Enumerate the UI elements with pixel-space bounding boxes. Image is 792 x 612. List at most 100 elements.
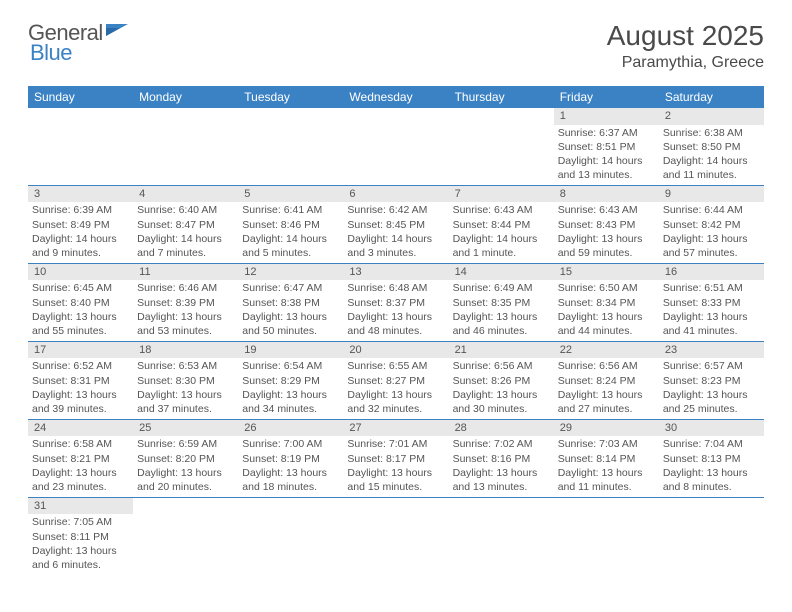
calendar-day-cell: 19Sunrise: 6:54 AMSunset: 8:29 PMDayligh… (238, 341, 343, 419)
day-number: 1 (554, 108, 659, 125)
day-details: Sunrise: 7:00 AMSunset: 8:19 PMDaylight:… (238, 436, 343, 496)
sunset-text: Sunset: 8:35 PM (453, 296, 550, 310)
day-number (449, 108, 554, 125)
day-number (28, 108, 133, 125)
sunrise-text: Sunrise: 6:56 AM (558, 359, 655, 373)
day-number: 13 (343, 264, 448, 281)
daylight-text: Daylight: 13 hours and 39 minutes. (32, 388, 129, 416)
day-details: Sunrise: 6:48 AMSunset: 8:37 PMDaylight:… (343, 280, 448, 340)
day-details: Sunrise: 6:39 AMSunset: 8:49 PMDaylight:… (28, 202, 133, 262)
day-number: 21 (449, 342, 554, 359)
calendar-day-cell: 1Sunrise: 6:37 AMSunset: 8:51 PMDaylight… (554, 108, 659, 185)
calendar-day-cell: 30Sunrise: 7:04 AMSunset: 8:13 PMDayligh… (659, 419, 764, 497)
logo-text-blue: Blue (30, 40, 72, 65)
calendar-day-cell: 21Sunrise: 6:56 AMSunset: 8:26 PMDayligh… (449, 341, 554, 419)
calendar-day-cell: 14Sunrise: 6:49 AMSunset: 8:35 PMDayligh… (449, 263, 554, 341)
sunset-text: Sunset: 8:51 PM (558, 140, 655, 154)
sunset-text: Sunset: 8:16 PM (453, 452, 550, 466)
calendar-day-cell: 29Sunrise: 7:03 AMSunset: 8:14 PMDayligh… (554, 419, 659, 497)
day-details: Sunrise: 6:45 AMSunset: 8:40 PMDaylight:… (28, 280, 133, 340)
calendar-day-cell: 2Sunrise: 6:38 AMSunset: 8:50 PMDaylight… (659, 108, 764, 185)
sunrise-text: Sunrise: 6:59 AM (137, 437, 234, 451)
calendar-weekday-header: Sunday Monday Tuesday Wednesday Thursday… (28, 86, 764, 108)
sunrise-text: Sunrise: 6:42 AM (347, 203, 444, 217)
weekday-header: Friday (554, 86, 659, 108)
calendar-day-cell: 18Sunrise: 6:53 AMSunset: 8:30 PMDayligh… (133, 341, 238, 419)
sunrise-text: Sunrise: 6:47 AM (242, 281, 339, 295)
day-details: Sunrise: 6:41 AMSunset: 8:46 PMDaylight:… (238, 202, 343, 262)
weekday-header: Saturday (659, 86, 764, 108)
day-details: Sunrise: 6:56 AMSunset: 8:26 PMDaylight:… (449, 358, 554, 418)
day-details: Sunrise: 6:43 AMSunset: 8:43 PMDaylight:… (554, 202, 659, 262)
day-number (449, 498, 554, 515)
daylight-text: Daylight: 13 hours and 44 minutes. (558, 310, 655, 338)
day-number: 26 (238, 420, 343, 437)
sunset-text: Sunset: 8:40 PM (32, 296, 129, 310)
sunset-text: Sunset: 8:39 PM (137, 296, 234, 310)
sunset-text: Sunset: 8:31 PM (32, 374, 129, 388)
daylight-text: Daylight: 14 hours and 13 minutes. (558, 154, 655, 182)
logo-flag-icon (106, 22, 132, 45)
daylight-text: Daylight: 13 hours and 13 minutes. (453, 466, 550, 494)
day-number: 3 (28, 186, 133, 203)
sunrise-text: Sunrise: 7:00 AM (242, 437, 339, 451)
daylight-text: Daylight: 13 hours and 11 minutes. (558, 466, 655, 494)
day-number: 27 (343, 420, 448, 437)
day-details: Sunrise: 6:53 AMSunset: 8:30 PMDaylight:… (133, 358, 238, 418)
daylight-text: Daylight: 13 hours and 32 minutes. (347, 388, 444, 416)
sunset-text: Sunset: 8:44 PM (453, 218, 550, 232)
sunrise-text: Sunrise: 7:05 AM (32, 515, 129, 529)
calendar-day-cell (449, 108, 554, 185)
day-number: 11 (133, 264, 238, 281)
sunrise-text: Sunrise: 7:04 AM (663, 437, 760, 451)
calendar-day-cell (343, 108, 448, 185)
sunrise-text: Sunrise: 6:39 AM (32, 203, 129, 217)
sunrise-text: Sunrise: 6:58 AM (32, 437, 129, 451)
day-number: 2 (659, 108, 764, 125)
sunset-text: Sunset: 8:45 PM (347, 218, 444, 232)
day-number (343, 108, 448, 125)
day-details: Sunrise: 6:42 AMSunset: 8:45 PMDaylight:… (343, 202, 448, 262)
calendar-day-cell: 26Sunrise: 7:00 AMSunset: 8:19 PMDayligh… (238, 419, 343, 497)
sunset-text: Sunset: 8:26 PM (453, 374, 550, 388)
sunrise-text: Sunrise: 6:54 AM (242, 359, 339, 373)
day-number: 28 (449, 420, 554, 437)
sunset-text: Sunset: 8:46 PM (242, 218, 339, 232)
calendar-day-cell: 31Sunrise: 7:05 AMSunset: 8:11 PMDayligh… (28, 497, 133, 574)
sunset-text: Sunset: 8:14 PM (558, 452, 655, 466)
calendar-day-cell: 23Sunrise: 6:57 AMSunset: 8:23 PMDayligh… (659, 341, 764, 419)
calendar-day-cell: 11Sunrise: 6:46 AMSunset: 8:39 PMDayligh… (133, 263, 238, 341)
calendar-day-cell: 4Sunrise: 6:40 AMSunset: 8:47 PMDaylight… (133, 185, 238, 263)
day-details: Sunrise: 6:55 AMSunset: 8:27 PMDaylight:… (343, 358, 448, 418)
sunrise-text: Sunrise: 6:43 AM (453, 203, 550, 217)
daylight-text: Daylight: 13 hours and 6 minutes. (32, 544, 129, 572)
day-number: 23 (659, 342, 764, 359)
day-details: Sunrise: 6:46 AMSunset: 8:39 PMDaylight:… (133, 280, 238, 340)
calendar-day-cell (238, 108, 343, 185)
daylight-text: Daylight: 14 hours and 1 minute. (453, 232, 550, 260)
calendar-day-cell (554, 497, 659, 574)
sunset-text: Sunset: 8:34 PM (558, 296, 655, 310)
daylight-text: Daylight: 13 hours and 20 minutes. (137, 466, 234, 494)
day-details: Sunrise: 6:58 AMSunset: 8:21 PMDaylight:… (28, 436, 133, 496)
day-number: 14 (449, 264, 554, 281)
calendar-week-row: 3Sunrise: 6:39 AMSunset: 8:49 PMDaylight… (28, 185, 764, 263)
sunrise-text: Sunrise: 6:48 AM (347, 281, 444, 295)
sunrise-text: Sunrise: 6:38 AM (663, 126, 760, 140)
day-number: 19 (238, 342, 343, 359)
weekday-header: Tuesday (238, 86, 343, 108)
daylight-text: Daylight: 13 hours and 50 minutes. (242, 310, 339, 338)
daylight-text: Daylight: 13 hours and 25 minutes. (663, 388, 760, 416)
weekday-header: Monday (133, 86, 238, 108)
calendar-day-cell: 28Sunrise: 7:02 AMSunset: 8:16 PMDayligh… (449, 419, 554, 497)
daylight-text: Daylight: 13 hours and 59 minutes. (558, 232, 655, 260)
calendar-day-cell (659, 497, 764, 574)
daylight-text: Daylight: 13 hours and 23 minutes. (32, 466, 129, 494)
sunset-text: Sunset: 8:11 PM (32, 530, 129, 544)
calendar-table: Sunday Monday Tuesday Wednesday Thursday… (28, 86, 764, 574)
day-details: Sunrise: 7:04 AMSunset: 8:13 PMDaylight:… (659, 436, 764, 496)
daylight-text: Daylight: 14 hours and 11 minutes. (663, 154, 760, 182)
sunset-text: Sunset: 8:43 PM (558, 218, 655, 232)
day-number: 25 (133, 420, 238, 437)
calendar-day-cell: 12Sunrise: 6:47 AMSunset: 8:38 PMDayligh… (238, 263, 343, 341)
